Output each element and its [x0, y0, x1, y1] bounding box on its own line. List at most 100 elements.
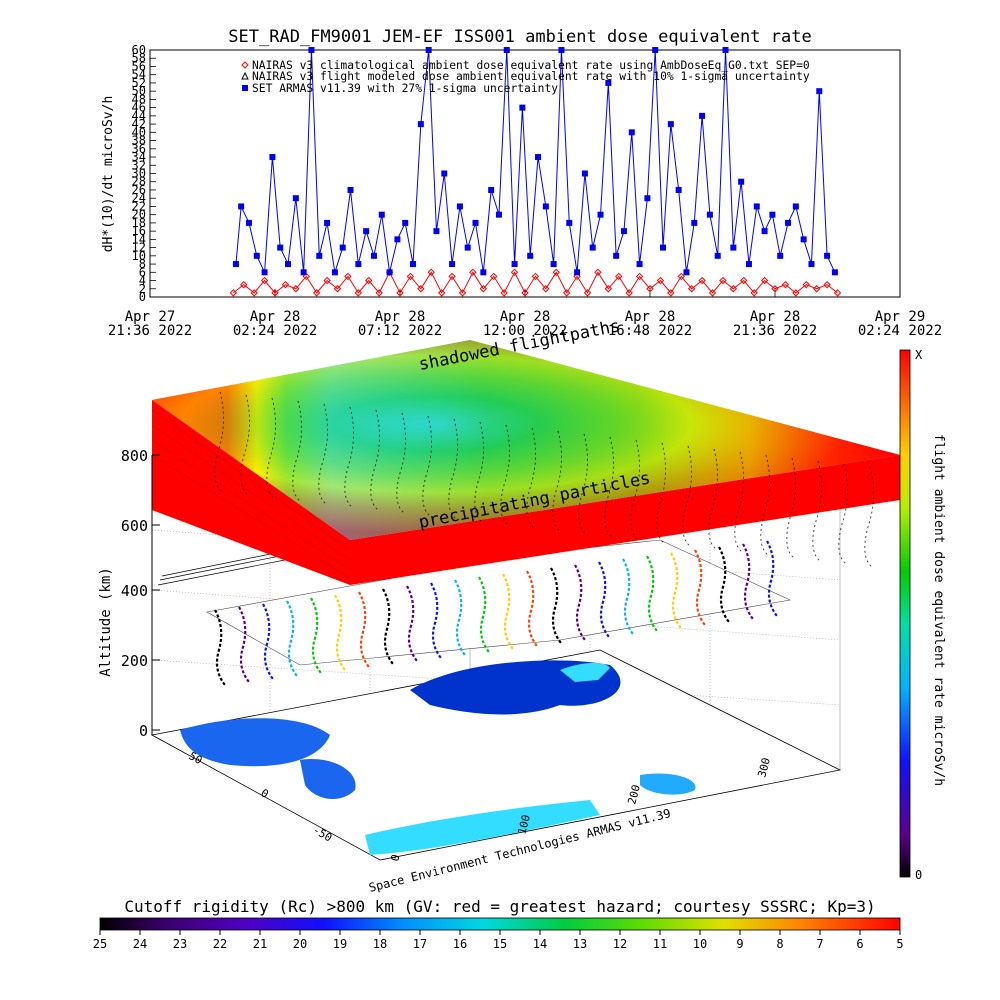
triangle-marker-icon [241, 71, 249, 80]
x-tick-label-time: 07:12 2022 [358, 323, 442, 339]
armas-data-point [566, 219, 573, 226]
armas-data-point [800, 236, 807, 243]
nairas-data-point [302, 272, 310, 281]
bottom-tick-label: 7 [816, 937, 823, 951]
hazard-sheet [151, 340, 900, 585]
nairas-data-point [427, 268, 435, 277]
armas-data-point [589, 244, 596, 251]
bottom-tick-label: 16 [453, 937, 467, 951]
right-colorbar-gradient [899, 349, 911, 878]
longitude-axis-ticks: 0 100 200 300 [388, 756, 773, 863]
diamond-marker-icon [241, 61, 249, 69]
africa-landmass [300, 759, 356, 800]
nairas-data-point [802, 280, 810, 289]
x-tick-label-date: Apr 28 [750, 309, 801, 325]
right-colorbar-top-tick: X [915, 348, 923, 362]
nairas-data-point [615, 272, 623, 281]
orbit-track [358, 591, 370, 668]
armas-data-point [769, 211, 776, 218]
nairas-data-point [292, 285, 300, 293]
armas-data-point [245, 219, 252, 226]
bottom-colorbar: Cutoff rigidity (Rc) >800 km (GV: red = … [93, 897, 904, 951]
orbit-track [574, 564, 586, 641]
bottom-tick-label: 18 [373, 937, 387, 951]
x-tick-label-time: 02:24 2022 [858, 323, 942, 339]
australia-landmass [640, 773, 696, 795]
bottom-tick-label: 14 [533, 937, 547, 951]
nairas-data-point [771, 285, 779, 293]
x-tick-label-date: Apr 28 [500, 309, 551, 325]
nairas-data-point [531, 272, 540, 281]
y-tick-label: 54 [132, 68, 146, 82]
armas-data-point [675, 186, 682, 193]
armas-data-point [550, 261, 557, 268]
x-tick-label-date: Apr 27 [125, 309, 176, 325]
orbit-track [550, 567, 562, 644]
bottom-tick-label: 19 [333, 937, 347, 951]
orbit-track [766, 540, 778, 617]
bottom-colorbar-title: Cutoff rigidity (Rc) >800 km (GV: red = … [124, 897, 875, 916]
armas-data-point [331, 269, 338, 276]
y-tick-label: 58 [132, 51, 146, 65]
legend-label: SET ARMAS v11.39 with 27% 1-sigma uncert… [252, 82, 558, 95]
armas-data-point [808, 261, 815, 268]
nairas-data-point [333, 285, 342, 293]
bottom-tick-label: 9 [736, 937, 743, 951]
longitude-tick-label: 100 [515, 813, 533, 836]
armas-data-point [644, 195, 651, 202]
sheet-track [448, 418, 458, 520]
bottom-tick-label: 11 [653, 937, 667, 951]
nairas-data-point [635, 272, 644, 281]
armas-data-point [574, 269, 581, 276]
sheet-track [500, 424, 510, 526]
y-tick-label: 48 [132, 92, 146, 106]
nairas-data-point [656, 276, 665, 285]
armas-data-point [816, 88, 823, 95]
armas-data-point [238, 203, 245, 210]
y-tick-label: 28 [132, 175, 146, 189]
orbit-track [238, 606, 250, 683]
armas-data-point [636, 261, 643, 268]
bottom-tick-label: 23 [173, 937, 187, 951]
armas-data-point [761, 228, 768, 235]
y-axis-ticks: 0246810121416182022242628303234363840424… [132, 43, 156, 304]
sheet-track [318, 403, 328, 505]
altitude-tick-label: 200 [121, 652, 148, 670]
nairas-data-point [687, 285, 696, 293]
square-marker-icon [242, 85, 248, 91]
y-tick-label: 2 [139, 282, 146, 296]
right-colorbar-bottom-tick: 0 [915, 868, 922, 882]
x-tick-label-time: 02:24 2022 [233, 323, 317, 339]
altitude-3d-panel: shadowed flightpaths precipitating parti… [98, 316, 900, 895]
y-tick-label: 24 [132, 191, 146, 205]
y-tick-label: 16 [132, 224, 146, 238]
armas-data-point [370, 252, 377, 259]
y-tick-label: 22 [132, 199, 146, 213]
armas-data-point [300, 269, 307, 276]
armas-data-point [378, 211, 385, 218]
x-tick-label-date: Apr 28 [375, 309, 426, 325]
y-tick-label: 36 [132, 142, 146, 156]
armas-data-point [292, 195, 299, 202]
orbit-track [454, 579, 466, 656]
armas-data-point [691, 219, 698, 226]
series-layer [229, 47, 842, 297]
bottom-tick-label: 10 [693, 937, 707, 951]
armas-data-point [472, 219, 479, 226]
sheet-track [240, 394, 250, 496]
armas-data-point [277, 244, 284, 251]
sheet-track [214, 391, 224, 493]
y-tick-label: 32 [132, 158, 146, 172]
armas-data-point [488, 186, 495, 193]
dose-rate-time-series: SET_RAD_FM9001 JEM-EF ISS001 ambient dos… [101, 27, 942, 339]
nairas-data-point [562, 289, 571, 297]
longitude-tick-label: 0 [388, 853, 402, 863]
x-tick-label-time: 21:36 2022 [108, 323, 192, 339]
armas-data-point [613, 252, 620, 259]
nairas-data-point [365, 276, 373, 285]
y-tick-label: 14 [132, 232, 146, 246]
nairas-data-point [448, 272, 456, 281]
sheet-track [786, 457, 796, 559]
right-colorbar: X 0 flight ambient dose equivalent rate … [899, 348, 946, 882]
